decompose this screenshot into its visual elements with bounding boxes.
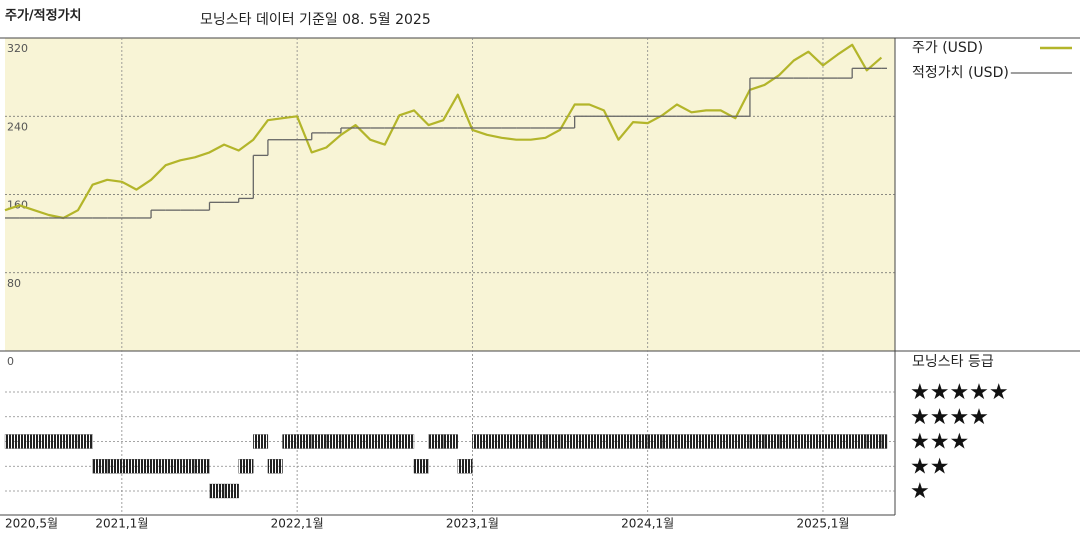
rating-bar [370, 434, 385, 449]
rating-bar [428, 434, 444, 449]
rating-bar [574, 434, 590, 449]
price-line [4, 43, 883, 220]
rating-bar [516, 434, 531, 449]
rating-bar [881, 434, 888, 449]
rating-bar [457, 459, 473, 474]
rating-bar [632, 434, 648, 449]
rating-bar [63, 434, 79, 449]
legend-label: 주가 (USD) [912, 40, 983, 56]
rating-bar [735, 434, 751, 449]
rating-bar [618, 434, 634, 449]
subtitle: 모닝스타 데이터 기준일 08. 5월 2025 [200, 12, 431, 28]
rating-bar [691, 434, 707, 449]
rating-bar [559, 434, 575, 449]
rating-bar [209, 483, 225, 499]
rating-bar [48, 434, 64, 449]
rating-bar [589, 434, 605, 449]
rating-bar [501, 434, 517, 449]
rating-bar [808, 434, 824, 449]
rating-bar [866, 434, 882, 449]
rating-bar [194, 459, 210, 474]
rating-bar [19, 434, 35, 449]
rating-bar [384, 434, 400, 449]
rating-bar [749, 434, 765, 449]
rating-bar [852, 434, 867, 449]
rating-bar [793, 434, 809, 449]
rating-level-label: ★★★★ [910, 405, 989, 430]
rating-bar [311, 434, 327, 449]
rating-bar [223, 483, 239, 499]
rating-bar [107, 459, 123, 474]
x-tick-label: 2022,1월 [271, 517, 324, 531]
legend-label: 적정가치 (USD) [912, 65, 1009, 81]
rating-bar [355, 434, 371, 449]
rating-bar [837, 434, 853, 449]
rating-bar [413, 459, 429, 474]
rating-bar [340, 434, 356, 449]
rating-bar [486, 434, 502, 449]
rating-bar [180, 459, 196, 474]
y-tick-label: 320 [7, 42, 28, 55]
chart-title: 주가/적정가치 [5, 8, 82, 24]
rating-level-label: ★★★ [910, 430, 969, 455]
rating-bar [676, 434, 692, 449]
rating-bar [165, 459, 181, 474]
y-tick-label: 0 [7, 355, 14, 368]
rating-bar [34, 434, 49, 449]
rating-level-label: ★★ [910, 454, 949, 479]
x-tick-label: 2021,1월 [95, 517, 148, 531]
rating-bar [472, 434, 488, 449]
rating-bar [92, 459, 108, 474]
rating-bar [238, 459, 254, 474]
x-tick-label: 2025,1월 [796, 517, 849, 531]
rating-bar [822, 434, 838, 449]
rating-bar [150, 459, 166, 474]
rating-bar [603, 434, 619, 449]
rating-bar [399, 434, 415, 449]
rating-bar [121, 459, 137, 474]
rating-bar [778, 434, 794, 449]
y-tick-label: 80 [7, 277, 21, 290]
rating-bar [720, 434, 736, 449]
rating-level-label: ★★★★★ [910, 380, 1009, 405]
rating-bar [282, 434, 298, 449]
rating-bar [253, 434, 269, 449]
rating-bar [4, 434, 20, 449]
x-tick-label: 2020,5월 [5, 517, 58, 531]
rating-bar [662, 434, 678, 449]
rating-bar [764, 434, 780, 449]
rating-bar [296, 434, 312, 449]
x-tick-label: 2023,1월 [446, 517, 499, 531]
rating-level-label: ★ [910, 479, 930, 504]
rating-bar [647, 434, 663, 449]
rating-bar [530, 434, 546, 449]
rating-title: 모닝스타 등급 [912, 354, 994, 370]
rating-bar [326, 434, 342, 449]
x-tick-label: 2024,1월 [621, 517, 674, 531]
rating-bar [267, 459, 283, 474]
y-tick-label: 240 [7, 120, 28, 133]
rating-bar [136, 459, 152, 474]
rating-bar [77, 434, 93, 449]
rating-bar [443, 434, 458, 449]
rating-bar [705, 434, 721, 449]
rating-bar [545, 434, 561, 449]
